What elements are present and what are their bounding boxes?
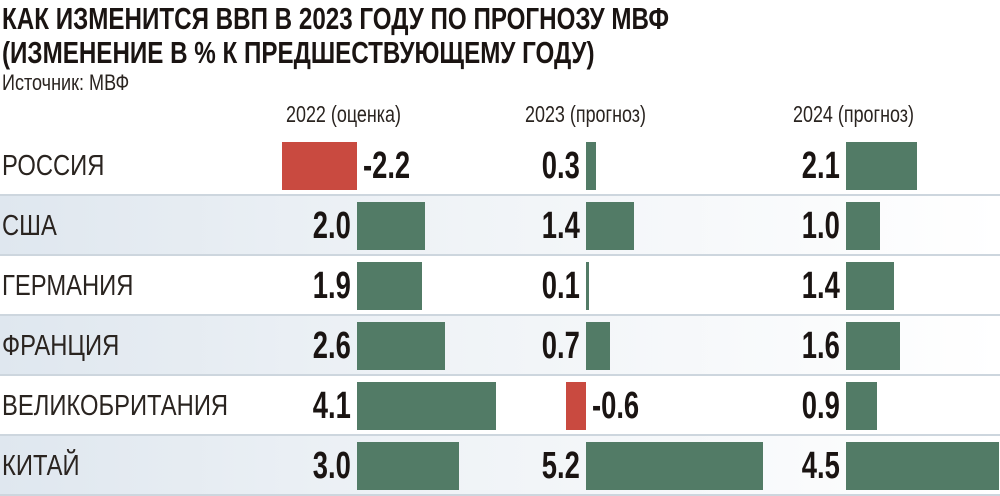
bar-positive	[586, 322, 610, 370]
bar-positive	[357, 442, 459, 490]
country-label: ВЕЛИКОБРИТАНИЯ	[2, 390, 278, 422]
value-label: 0.7	[526, 324, 580, 368]
country-label-text: РОССИЯ	[2, 150, 105, 182]
country-label: США	[2, 210, 69, 242]
value-label-text: 1.4	[541, 205, 580, 247]
table-row: США 2.0 1.4 1.0	[0, 196, 1000, 256]
bar-positive	[846, 382, 877, 430]
value-label-text: 2.6	[312, 325, 351, 367]
value-label-text: 1.9	[312, 265, 351, 307]
value-label: 4.5	[786, 444, 840, 488]
column-header-text: 2022 (оценка)	[286, 101, 402, 127]
value-label: 5.2	[526, 444, 580, 488]
value-label-text: 2.0	[312, 205, 351, 247]
bar-positive	[846, 262, 894, 310]
country-label-text: КИТАЙ	[2, 450, 80, 482]
country-label-text: США	[2, 210, 57, 242]
value-label-text: 2.1	[801, 145, 840, 187]
column-header: 2024 (прогноз)	[793, 100, 948, 128]
value-label-text: 1.0	[801, 205, 840, 247]
value-label-text: -0.6	[592, 385, 640, 427]
value-label-text: 0.1	[541, 265, 580, 307]
value-label: 2.6	[297, 324, 351, 368]
column-header-text: 2023 (прогноз)	[525, 101, 646, 127]
value-label: 1.6	[786, 324, 840, 368]
bar-positive	[357, 322, 446, 370]
column-header-text: 2024 (прогноз)	[793, 101, 914, 127]
bar-positive	[357, 382, 497, 430]
country-label-text: ФРАНЦИЯ	[2, 330, 120, 362]
table-row: РОССИЯ -2.2 0.3 2.1	[0, 136, 1000, 196]
bar-positive	[846, 202, 880, 250]
table-row: КИТАЙ 3.0 5.2 4.5	[0, 436, 1000, 496]
country-label: РОССИЯ	[2, 150, 127, 182]
value-label: -2.2	[363, 144, 428, 188]
bar-positive	[357, 202, 425, 250]
bar-positive	[846, 442, 999, 490]
value-label: 0.1	[526, 264, 580, 308]
bar-negative	[282, 142, 357, 190]
bar-positive	[586, 262, 590, 310]
bar-positive	[586, 142, 597, 190]
value-label-text: 5.2	[541, 445, 580, 487]
value-label-text: 3.0	[312, 445, 351, 487]
value-label: 0.9	[786, 384, 840, 428]
country-label-text: ВЕЛИКОБРИТАНИЯ	[2, 390, 229, 422]
column-header: 2023 (прогноз)	[525, 100, 680, 128]
value-label: 0.3	[526, 144, 580, 188]
value-label-text: 4.1	[312, 385, 351, 427]
country-label: ГЕРМАНИЯ	[2, 270, 162, 302]
country-label-text: ГЕРМАНИЯ	[2, 270, 134, 302]
table-row: ФРАНЦИЯ 2.6 0.7 1.6	[0, 316, 1000, 376]
value-label: 1.0	[786, 204, 840, 248]
column-header: 2022 (оценка)	[286, 100, 433, 128]
value-label: 2.1	[786, 144, 840, 188]
value-label: 3.0	[297, 444, 351, 488]
value-label-text: 4.5	[801, 445, 840, 487]
bar-negative	[565, 382, 586, 430]
value-label-text: 0.9	[801, 385, 840, 427]
value-label: 1.4	[526, 204, 580, 248]
value-label: -0.6	[592, 384, 657, 428]
table-row: ВЕЛИКОБРИТАНИЯ 4.1 -0.6 0.9	[0, 376, 1000, 436]
country-label: КИТАЙ	[2, 450, 97, 482]
value-label-text: 1.6	[801, 325, 840, 367]
value-label: 4.1	[297, 384, 351, 428]
value-label: 1.9	[297, 264, 351, 308]
bar-positive	[846, 142, 918, 190]
country-label: ФРАНЦИЯ	[2, 330, 145, 362]
bar-positive	[357, 262, 422, 310]
value-label-text: 0.3	[541, 145, 580, 187]
value-label-text: 1.4	[801, 265, 840, 307]
bar-positive	[586, 202, 634, 250]
source-note: Источник: МВФ	[2, 70, 130, 95]
value-label: 2.0	[297, 204, 351, 248]
chart-title-line2: (ИЗМЕНЕНИЕ В % К ПРЕДШЕСТВУЮЩЕМУ ГОДУ)	[2, 35, 595, 70]
value-label-text: 0.7	[541, 325, 580, 367]
chart-title-line1: КАК ИЗМЕНИТСЯ ВВП В 2023 ГОДУ ПО ПРОГНОЗ…	[2, 1, 670, 36]
bar-positive	[846, 322, 901, 370]
value-label-text: -2.2	[363, 145, 411, 187]
bar-positive	[586, 442, 763, 490]
value-label: 1.4	[786, 264, 840, 308]
table-row: ГЕРМАНИЯ 1.9 0.1 1.4	[0, 256, 1000, 316]
